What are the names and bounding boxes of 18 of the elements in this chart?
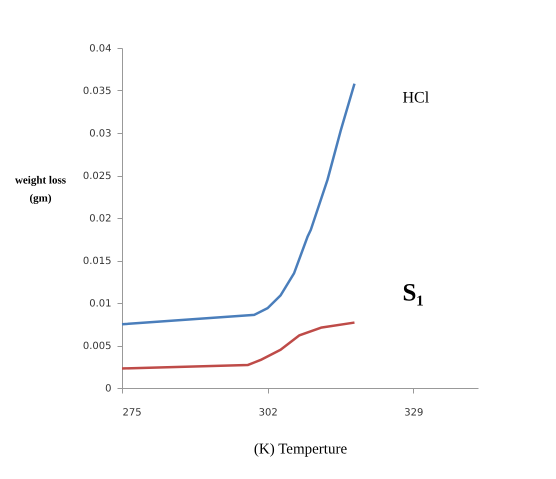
y-tick-label: 0.02 <box>89 214 112 224</box>
y-tick-label: 0.015 <box>82 256 112 267</box>
x-axis-title: (K) Temperture <box>254 442 348 458</box>
y-axis-title: weight loss (gm) <box>14 174 67 204</box>
x-tick-label: 302 <box>258 408 278 418</box>
x-tick-label: 275 <box>122 408 142 418</box>
y-tick-label: 0.035 <box>82 86 112 97</box>
line-series <box>120 321 356 370</box>
x-tick-label: 329 <box>404 408 424 418</box>
text: S₁ <box>402 280 424 307</box>
y-tick-label: 0.04 <box>89 44 112 54</box>
y-tick-label: 0.01 <box>89 298 112 310</box>
y-tick-label: 0 <box>105 384 112 394</box>
y-tick-label: 0.005 <box>82 341 112 352</box>
y-tick-label: 0.03 <box>89 128 112 140</box>
line-series <box>120 82 356 326</box>
text: HCl <box>402 90 430 107</box>
y-tick-label: 0.025 <box>82 171 112 182</box>
